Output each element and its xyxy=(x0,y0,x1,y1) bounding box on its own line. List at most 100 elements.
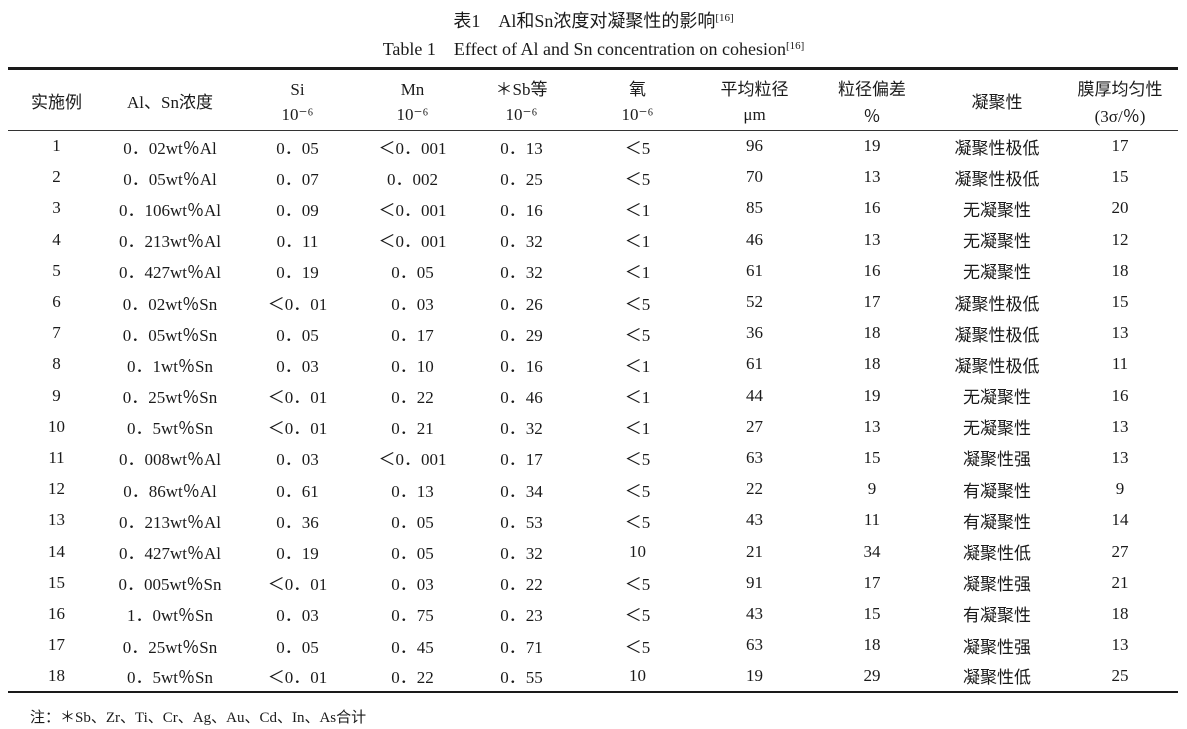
table-cell: 10 xyxy=(629,665,646,685)
table-caption-chinese: 表1 Al和Sn浓度对凝聚性的影响[16] xyxy=(453,11,734,31)
table-cell: 2 xyxy=(52,167,61,187)
table-cell: 63 xyxy=(746,447,763,467)
column-unit: 10⁻⁶ xyxy=(360,99,465,131)
column-header: 平均粒径 xyxy=(720,79,789,99)
table-cell: 0．03 xyxy=(391,575,434,595)
table-row: 17 0．25wt％Sn 0．05 0．45 0．71 ＜5 63 18 凝聚性强 13 xyxy=(8,630,1178,661)
column-unit: μm xyxy=(697,99,812,131)
table-cell: 有凝聚性 xyxy=(963,606,1031,626)
table-cell: 13 xyxy=(48,510,65,530)
table-cell: 13 xyxy=(1111,323,1129,343)
table-cell: 13 xyxy=(1111,416,1129,436)
table-cell: 0．46 xyxy=(500,388,543,408)
table-cell: 0．19 xyxy=(276,263,319,283)
data-table: 实施例 Al、Sn浓度 Si Mn ＊Sb等氧平均粒径 粒径偏差 凝聚性 膜厚均匀性 10⁻⁶ 1… xyxy=(8,67,1178,693)
table-cell: 17 xyxy=(48,635,65,655)
table-cell: 8 xyxy=(52,354,61,374)
table-cell: 0．13 xyxy=(500,138,543,158)
citation-ref: [16] xyxy=(785,40,805,52)
table-cell: 15 xyxy=(863,447,881,467)
table-cell: 13 xyxy=(1111,447,1129,467)
table-cell: 10 xyxy=(48,416,65,436)
table-cell: 9 xyxy=(52,385,61,405)
table-cell: 0．86wt％Al xyxy=(123,481,217,501)
column-header: 粒径偏差 xyxy=(838,79,906,99)
table-cell: 0．09 xyxy=(276,200,319,220)
table-cell: 0．61 xyxy=(276,481,319,501)
table-caption-english: Table 1 Effect of Al and Sn concentratio… xyxy=(382,39,805,59)
table-cell: ＜0．01 xyxy=(267,388,328,408)
table-cell: 0．07 xyxy=(276,169,319,189)
table-cell: 0．02wt％Sn xyxy=(122,294,218,314)
table-cell: 0．17 xyxy=(391,325,434,345)
table-cell: 11 xyxy=(863,510,881,530)
table-cell: 0．36 xyxy=(276,512,319,532)
table-row: 6 0．02wt％Sn ＜0．01 0．03 0．26 ＜5 52 17 凝聚性极低 15 xyxy=(8,286,1178,317)
table-cell: 15 xyxy=(863,603,881,623)
table-cell: 0．26 xyxy=(500,294,543,314)
table-cell: 96 xyxy=(746,136,763,156)
table-cell: 凝聚性低 xyxy=(963,668,1031,688)
table-cell: 凝聚性强 xyxy=(963,637,1031,657)
table-cell: 0．05 xyxy=(276,637,319,657)
table-cell: 0．213wt％Al xyxy=(119,232,221,252)
table-cell: 17 xyxy=(863,572,881,592)
table-cell: 19 xyxy=(746,665,763,685)
table-cell: 0．427wt％Al xyxy=(119,263,221,283)
table-cell: 70 xyxy=(746,167,763,187)
table-cell: 18 xyxy=(48,665,65,685)
table-body: 1 0．02wt％Al 0．05 ＜0．001 0．13 ＜5 96 19 凝聚性极低 17 2 0．… xyxy=(8,131,1178,692)
table-cell: 0．05 xyxy=(391,512,434,532)
column-header: 膜厚均匀性 xyxy=(1077,79,1163,99)
table-cell: 91 xyxy=(746,572,763,592)
table-row: 13 0．213wt％Al 0．36 0．05 0．53 ＜5 43 11 有凝聚性 14 xyxy=(8,505,1178,536)
table-cell: 15 xyxy=(48,572,65,592)
table-cell: 0．21 xyxy=(391,419,434,439)
column-unit: 10⁻⁶ xyxy=(235,99,360,131)
table-row: 2 0．05wt％Al 0．07 0．002 0．25 ＜5 70 13 凝聚性极低 15 xyxy=(8,162,1178,193)
table-row: 8 0．1wt％Sn 0．03 0．10 0．16 ＜1 61 18 凝聚性极低 11 xyxy=(8,349,1178,380)
table-cell: 0．05wt％Sn xyxy=(122,325,218,345)
citation-ref: [16] xyxy=(715,12,734,24)
table-cell: 13 xyxy=(863,416,881,436)
table-cell: 凝聚性极低 xyxy=(954,138,1040,158)
table-cell: 凝聚性强 xyxy=(963,575,1031,595)
table-cell: 0．5wt％Sn xyxy=(127,668,213,688)
table-cell: 16 xyxy=(1111,385,1129,405)
table-cell: 15 xyxy=(1111,292,1129,312)
table-cell: 0．03 xyxy=(276,450,319,470)
table-cell: 0．32 xyxy=(500,544,543,564)
column-header: 凝聚性 xyxy=(932,68,1062,131)
table-row: 10 0．5wt％Sn ＜0．01 0．21 0．32 ＜1 27 13 无凝聚性 13 xyxy=(8,411,1178,442)
table-cell: 14 xyxy=(1111,510,1129,530)
table-cell: ＜5 xyxy=(624,481,651,501)
table-cell: ＜5 xyxy=(624,637,651,657)
table-row: 12 0．86wt％Al 0．61 0．13 0．34 ＜5 22 9 有凝聚性 9 xyxy=(8,474,1178,505)
column-unit: ％ xyxy=(812,99,932,131)
table-cell: 无凝聚性 xyxy=(963,388,1031,408)
table-cell: 0．34 xyxy=(500,481,543,501)
table-cell: 1 xyxy=(52,136,61,156)
table-cell: 0．05 xyxy=(276,138,319,158)
table-cell: 18 xyxy=(1111,603,1129,623)
table-row: 7 0．05wt％Sn 0．05 0．17 0．29 ＜5 36 18 凝聚性极低 13 xyxy=(8,318,1178,349)
table-cell: 36 xyxy=(746,323,763,343)
table-cell: 16 xyxy=(48,603,65,623)
table-row: 18 0．5wt％Sn ＜0．01 0．22 0．55 10 19 29 凝聚性低 25 xyxy=(8,661,1178,692)
table-cell: 0．106wt％Al xyxy=(119,200,221,220)
table-cell: 0．05 xyxy=(391,544,434,564)
column-header: 氧 xyxy=(629,79,646,99)
table-cell: 0．05 xyxy=(276,325,319,345)
table-cell: 0．10 xyxy=(391,356,434,376)
table-cell: 17 xyxy=(863,292,881,312)
table-cell: 无凝聚性 xyxy=(963,200,1031,220)
table-cell: 52 xyxy=(746,292,763,312)
table-cell: 18 xyxy=(1111,260,1129,280)
table-cell: 0．22 xyxy=(500,575,543,595)
table-cell: 18 xyxy=(863,354,881,374)
table-cell: 11 xyxy=(1111,354,1129,374)
table-cell: ＜5 xyxy=(624,294,651,314)
table-cell: 0．32 xyxy=(500,263,543,283)
table-cell: 27 xyxy=(1111,541,1129,561)
table-cell: 20 xyxy=(1111,198,1129,218)
